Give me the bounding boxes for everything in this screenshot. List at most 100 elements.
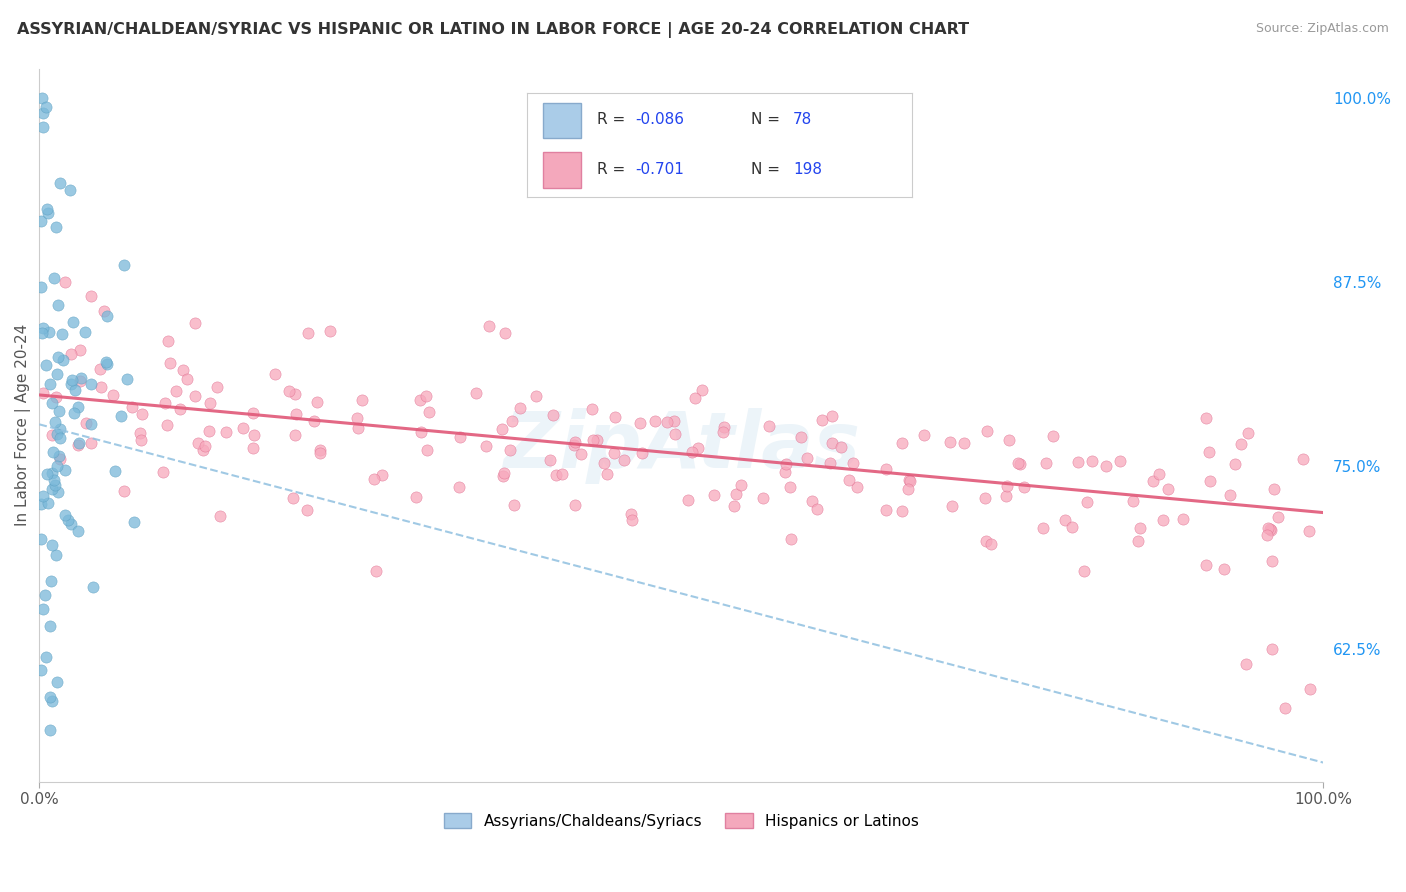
Point [1260, 522, 1282, 536]
Point [1142, 475, 1164, 489]
Point [53, 463, 76, 477]
Point [59, 347, 82, 361]
Point [191, 443, 214, 458]
Point [582, 433, 605, 447]
Point [662, 414, 685, 428]
Point [30, 533, 52, 547]
Point [31, 326, 53, 340]
Point [613, 452, 636, 467]
Point [703, 488, 725, 502]
Point [713, 425, 735, 439]
Point [49, 431, 72, 445]
Point [30, 663, 52, 677]
Point [44, 473, 66, 487]
Point [875, 503, 897, 517]
Point [976, 425, 998, 439]
Point [38, 690, 60, 704]
Point [1042, 429, 1064, 443]
Point [96, 354, 118, 368]
Point [110, 409, 132, 423]
Point [1261, 553, 1284, 567]
Point [1094, 458, 1116, 473]
Point [593, 456, 616, 470]
Point [121, 400, 143, 414]
Point [1126, 533, 1149, 548]
Point [1152, 513, 1174, 527]
Point [38, 723, 60, 738]
Point [308, 446, 330, 460]
Point [780, 533, 803, 547]
Point [1032, 521, 1054, 535]
Point [169, 402, 191, 417]
Point [41, 428, 63, 442]
Point [69, 371, 91, 385]
Point [35, 100, 58, 114]
Point [65, 383, 87, 397]
Point [41, 395, 63, 409]
Point [156, 417, 179, 432]
Point [1076, 495, 1098, 509]
Point [32, 320, 55, 334]
Point [66, 400, 89, 414]
Point [1234, 657, 1257, 671]
Point [44, 270, 66, 285]
Text: ZipAtlas: ZipAtlas [503, 409, 860, 484]
Point [1171, 512, 1194, 526]
Point [845, 479, 868, 493]
Point [1122, 494, 1144, 508]
Point [32, 601, 55, 615]
Point [30, 497, 52, 511]
Point [232, 420, 254, 434]
Point [49, 176, 72, 190]
Point [811, 412, 834, 426]
Point [96, 309, 118, 323]
Point [41, 694, 63, 708]
Point [564, 434, 586, 449]
Point [243, 427, 266, 442]
Text: ASSYRIAN/CHALDEAN/SYRIAC VS HISPANIC OR LATINO IN LABOR FORCE | AGE 20-24 CORREL: ASSYRIAN/CHALDEAN/SYRIAC VS HISPANIC OR … [17, 22, 969, 38]
Point [80, 376, 103, 391]
Point [48, 298, 70, 312]
Point [90, 380, 112, 394]
Point [821, 436, 844, 450]
Point [418, 405, 440, 419]
Point [1292, 451, 1315, 466]
Point [350, 393, 373, 408]
Point [281, 491, 304, 505]
Point [897, 482, 920, 496]
Point [297, 326, 319, 340]
Point [53, 508, 76, 522]
Point [941, 499, 963, 513]
Point [562, 438, 585, 452]
Point [752, 491, 775, 506]
Point [818, 456, 841, 470]
Point [1256, 527, 1278, 541]
Point [48, 404, 70, 418]
Point [491, 422, 513, 436]
Point [1225, 457, 1247, 471]
Point [681, 444, 703, 458]
Point [1267, 509, 1289, 524]
Point [898, 473, 921, 487]
Point [538, 452, 561, 467]
Point [209, 508, 232, 523]
Point [1035, 456, 1057, 470]
Point [449, 480, 471, 494]
Point [69, 374, 91, 388]
Point [59, 517, 82, 532]
Point [82, 580, 104, 594]
Point [153, 396, 176, 410]
Point [45, 459, 67, 474]
Point [841, 456, 863, 470]
Point [1054, 513, 1077, 527]
Point [664, 427, 686, 442]
Point [953, 435, 976, 450]
Point [35, 358, 58, 372]
Point [586, 434, 609, 448]
Point [62, 315, 84, 329]
Point [790, 430, 813, 444]
Point [775, 457, 797, 471]
Point [890, 436, 912, 450]
Point [1263, 483, 1285, 497]
Point [730, 478, 752, 492]
